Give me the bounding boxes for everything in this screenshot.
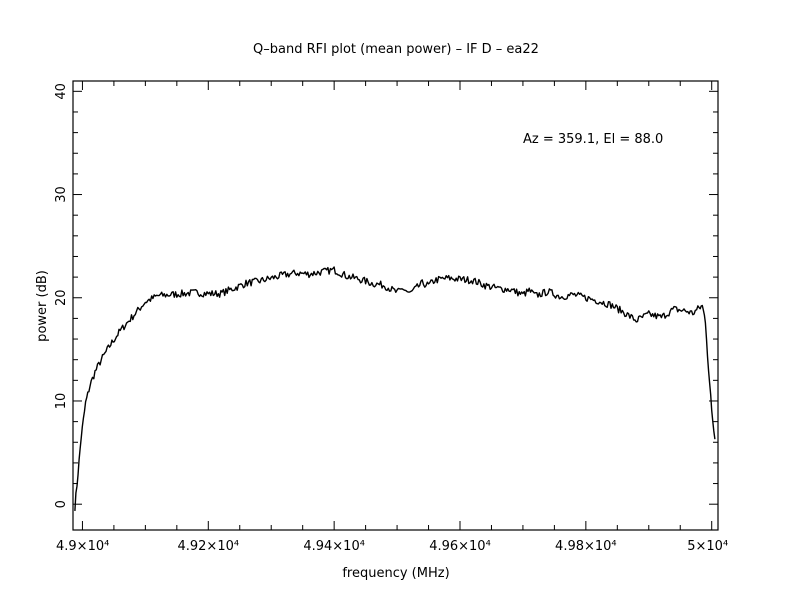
y-tick-label: 10 [54,393,69,410]
axis-ticks [73,81,718,530]
y-axis-label: power (dB) [35,270,50,342]
x-tick-label: 4.96×10⁴ [429,539,491,554]
az-el-annotation: Az = 359.1, El = 88.0 [523,132,663,147]
x-tick-label: 4.94×10⁴ [303,539,365,554]
x-axis-label: frequency (MHz) [342,566,449,581]
plot-frame [72,80,719,531]
chart-title: Q–band RFI plot (mean power) – IF D – ea… [253,42,539,57]
series-line [74,266,716,511]
y-tick-label: 30 [54,186,69,203]
y-tick-label: 20 [54,289,69,306]
x-tick-label: 4.9×10⁴ [56,539,109,554]
axis-tick-labels: 4.9×10⁴ 4.92×10⁴ 4.94×10⁴ 4.96×10⁴ 4.98×10⁴ 5… [54,83,728,554]
x-tick-label: 4.92×10⁴ [177,539,239,554]
x-tick-label: 4.98×10⁴ [555,539,617,554]
y-tick-label: 0 [54,500,69,508]
x-tick-label: 5×10⁴ [687,539,728,554]
y-tick-label: 40 [54,83,69,100]
